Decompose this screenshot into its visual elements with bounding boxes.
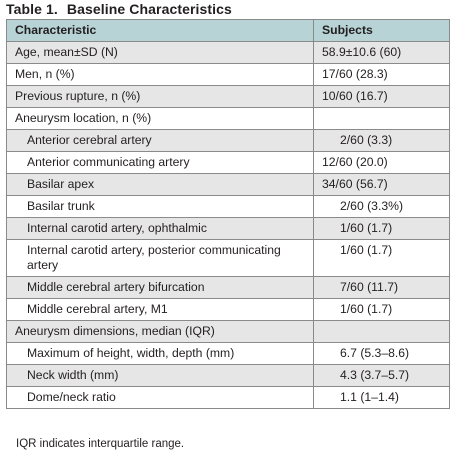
subjects-cell: 6.7 (5.3–8.6)	[313, 342, 450, 365]
characteristic-cell: Basilar apex	[6, 173, 314, 196]
column-header-subjects: Subjects	[313, 19, 450, 42]
characteristic-cell: Age, mean±SD (N)	[6, 41, 314, 64]
subjects-cell	[313, 107, 450, 130]
characteristic-cell: Anterior cerebral artery	[6, 129, 314, 152]
table-row: Anterior cerebral artery 2/60 (3.3)	[6, 129, 450, 152]
subjects-cell: 2/60 (3.3)	[313, 129, 450, 152]
characteristic-cell: Internal carotid artery, ophthalmic	[6, 217, 314, 240]
subjects-cell: 12/60 (20.0)	[313, 151, 450, 174]
column-header-characteristic: Characteristic	[6, 19, 314, 42]
table-row: Internal carotid artery, ophthalmic 1/60…	[6, 217, 450, 240]
section-heading-cell: Aneurysm location, n (%)	[6, 107, 314, 130]
table-row: Dome/neck ratio 1.1 (1–1.4)	[6, 386, 450, 409]
table-row: Middle cerebral artery bifurcation 7/60 …	[6, 276, 450, 299]
table-row: Basilar apex 34/60 (56.7)	[6, 173, 450, 196]
characteristic-cell: Men, n (%)	[6, 63, 314, 86]
table-row: Maximum of height, width, depth (mm) 6.7…	[6, 342, 450, 365]
table-title: Table 1. Baseline Characteristics	[6, 1, 232, 17]
table-row: Basilar trunk 2/60 (3.3%)	[6, 195, 450, 218]
subjects-cell: 58.9±10.6 (60)	[313, 41, 450, 64]
characteristic-cell: Middle cerebral artery, M1	[6, 298, 314, 321]
subjects-cell: 7/60 (11.7)	[313, 276, 450, 299]
characteristic-cell: Previous rupture, n (%)	[6, 85, 314, 108]
table-row: Men, n (%) 17/60 (28.3)	[6, 63, 450, 86]
subjects-cell: 4.3 (3.7–5.7)	[313, 364, 450, 387]
table-footnote: IQR indicates interquartile range.	[16, 438, 185, 450]
table-number: Table 1.	[6, 1, 58, 17]
section-heading-cell: Aneurysm dimensions, median (IQR)	[6, 320, 314, 343]
subjects-cell: 1/60 (1.7)	[313, 239, 450, 277]
characteristic-cell: Middle cerebral artery bifurcation	[6, 276, 314, 299]
characteristic-cell: Basilar trunk	[6, 195, 314, 218]
subjects-cell	[313, 320, 450, 343]
characteristic-cell: Anterior communicating artery	[6, 151, 314, 174]
table-header-row: Characteristic Subjects	[6, 19, 450, 42]
table-body: Age, mean±SD (N) 58.9±10.6 (60) Men, n (…	[6, 41, 450, 409]
table-row: Age, mean±SD (N) 58.9±10.6 (60)	[6, 41, 450, 64]
characteristic-cell: Maximum of height, width, depth (mm)	[6, 342, 314, 365]
table-row: Anterior communicating artery 12/60 (20.…	[6, 151, 450, 174]
subjects-cell: 2/60 (3.3%)	[313, 195, 450, 218]
subjects-cell: 1/60 (1.7)	[313, 298, 450, 321]
subjects-cell: 1.1 (1–1.4)	[313, 386, 450, 409]
baseline-characteristics-table: Characteristic Subjects Age, mean±SD (N)…	[6, 19, 450, 409]
subjects-cell: 34/60 (56.7)	[313, 173, 450, 196]
characteristic-cell: Dome/neck ratio	[6, 386, 314, 409]
characteristic-cell: Internal carotid artery, posterior commu…	[6, 239, 314, 277]
table-caption: Baseline Characteristics	[66, 1, 232, 17]
table-row: Previous rupture, n (%) 10/60 (16.7)	[6, 85, 450, 108]
subjects-cell: 10/60 (16.7)	[313, 85, 450, 108]
table-row: Internal carotid artery, posterior commu…	[6, 239, 450, 277]
table-row: Aneurysm location, n (%)	[6, 107, 450, 130]
subjects-cell: 17/60 (28.3)	[313, 63, 450, 86]
subjects-cell: 1/60 (1.7)	[313, 217, 450, 240]
table-row: Middle cerebral artery, M1 1/60 (1.7)	[6, 298, 450, 321]
characteristic-cell: Neck width (mm)	[6, 364, 314, 387]
table-row: Neck width (mm) 4.3 (3.7–5.7)	[6, 364, 450, 387]
table-row: Aneurysm dimensions, median (IQR)	[6, 320, 450, 343]
